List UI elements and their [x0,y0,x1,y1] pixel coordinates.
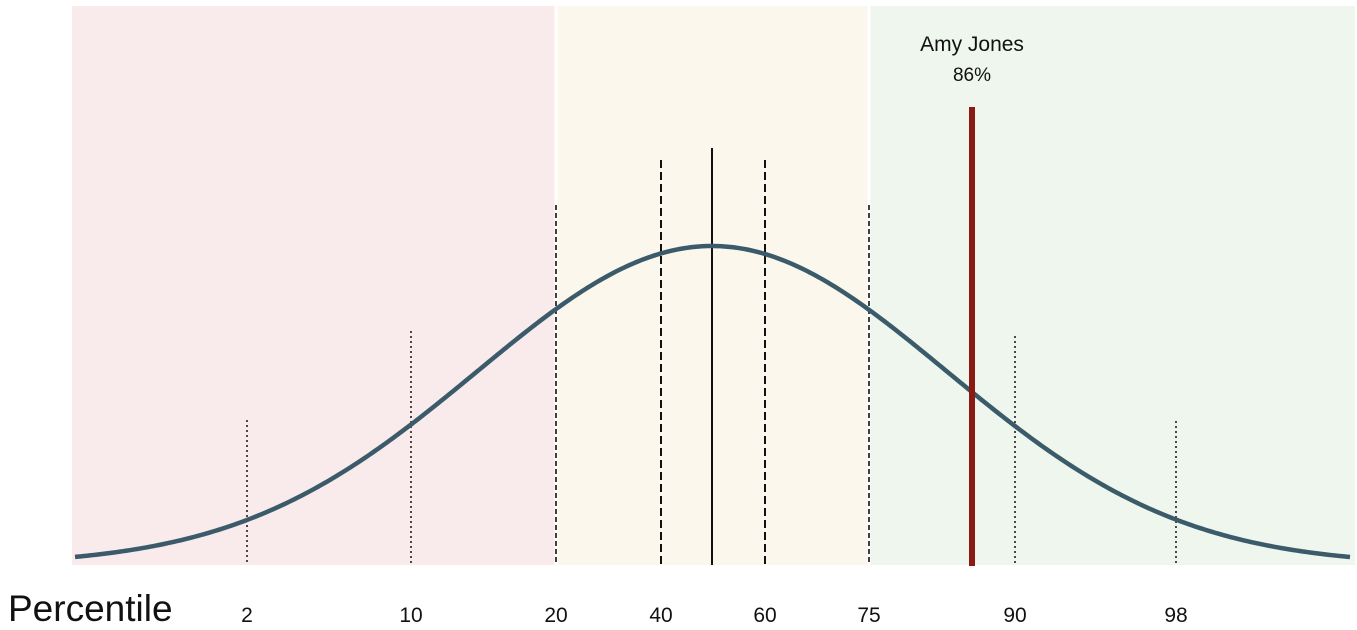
marker-name-label: Amy Jones [920,33,1024,56]
tick-labels: 2 10 20 40 60 75 90 98 [241,604,1188,627]
band-0-20 [72,6,555,565]
percentile-bands [72,6,1355,565]
band-75-100 [870,6,1355,565]
tick-label-60: 60 [753,604,776,627]
tick-label-90: 90 [1003,604,1026,627]
tick-label-40: 40 [649,604,672,627]
tick-label-75: 75 [857,604,880,627]
x-axis-title: Percentile [8,588,173,629]
tick-label-20: 20 [544,604,567,627]
tick-label-10: 10 [399,604,422,627]
marker-value-label: 86% [953,65,991,86]
tick-label-2: 2 [241,604,253,627]
tick-label-98: 98 [1164,604,1187,627]
distribution-curve [74,243,1351,560]
percentile-lines [246,148,1177,565]
